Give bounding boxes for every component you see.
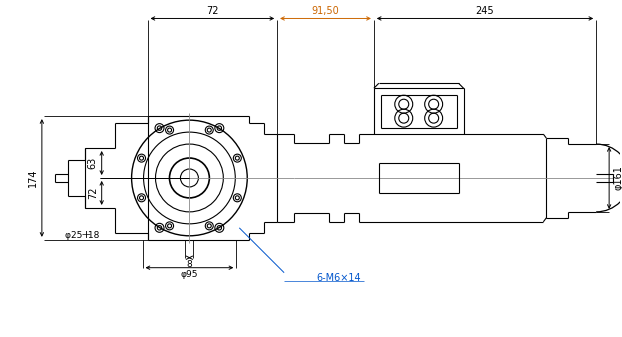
- Text: 6-M6×14: 6-M6×14: [316, 273, 361, 283]
- Text: φ161: φ161: [613, 165, 622, 190]
- Text: 8: 8: [187, 260, 192, 269]
- Text: 245: 245: [476, 6, 494, 17]
- Text: 174: 174: [28, 169, 38, 187]
- Text: 63: 63: [88, 157, 98, 169]
- Text: φ95: φ95: [180, 270, 198, 279]
- Text: φ25 l18: φ25 l18: [65, 231, 99, 240]
- Text: 91,50: 91,50: [312, 6, 340, 17]
- Text: 72: 72: [88, 187, 98, 199]
- Text: 72: 72: [206, 6, 218, 17]
